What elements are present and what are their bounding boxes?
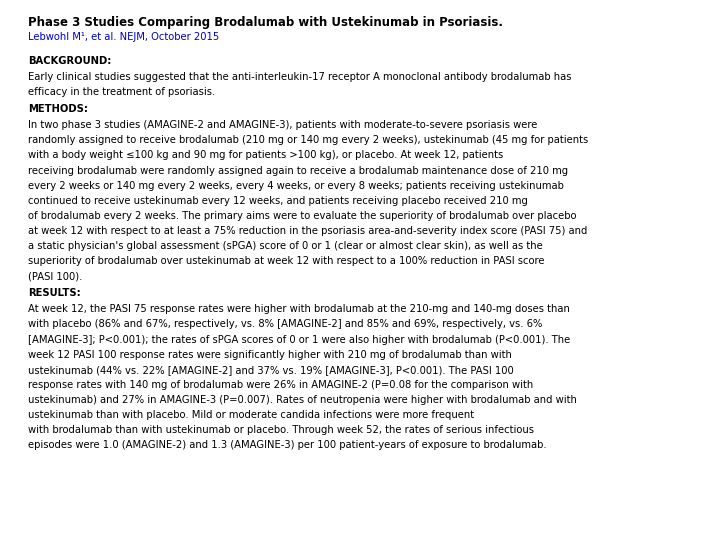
Text: response rates with 140 mg of brodalumab were 26% in AMAGINE-2 (P=0.08 for the c: response rates with 140 mg of brodalumab… bbox=[28, 380, 533, 390]
Text: In two phase 3 studies (AMAGINE-2 and AMAGINE-3), patients with moderate-to-seve: In two phase 3 studies (AMAGINE-2 and AM… bbox=[28, 120, 537, 130]
Text: continued to receive ustekinumab every 12 weeks, and patients receiving placebo : continued to receive ustekinumab every 1… bbox=[28, 196, 528, 206]
Text: receiving brodalumab were randomly assigned again to receive a brodalumab mainte: receiving brodalumab were randomly assig… bbox=[28, 166, 568, 176]
Text: at week 12 with respect to at least a 75% reduction in the psoriasis area-and-se: at week 12 with respect to at least a 75… bbox=[28, 226, 588, 236]
Text: ustekinumab) and 27% in AMAGINE-3 (P=0.007). Rates of neutropenia were higher wi: ustekinumab) and 27% in AMAGINE-3 (P=0.0… bbox=[28, 395, 577, 405]
Text: of brodalumab every 2 weeks. The primary aims were to evaluate the superiority o: of brodalumab every 2 weeks. The primary… bbox=[28, 211, 576, 221]
Text: with placebo (86% and 67%, respectively, vs. 8% [AMAGINE-2] and 85% and 69%, res: with placebo (86% and 67%, respectively,… bbox=[28, 320, 542, 329]
Text: ustekinumab (44% vs. 22% [AMAGINE-2] and 37% vs. 19% [AMAGINE-3], P<0.001). The : ustekinumab (44% vs. 22% [AMAGINE-2] and… bbox=[28, 365, 513, 375]
Text: week 12 PASI 100 response rates were significantly higher with 210 mg of brodalu: week 12 PASI 100 response rates were sig… bbox=[28, 350, 512, 360]
Text: METHODS:: METHODS: bbox=[28, 104, 88, 114]
Text: At week 12, the PASI 75 response rates were higher with brodalumab at the 210-mg: At week 12, the PASI 75 response rates w… bbox=[28, 305, 570, 314]
Text: every 2 weeks or 140 mg every 2 weeks, every 4 weeks, or every 8 weeks; patients: every 2 weeks or 140 mg every 2 weeks, e… bbox=[28, 181, 564, 191]
Text: episodes were 1.0 (AMAGINE-2) and 1.3 (AMAGINE-3) per 100 patient-years of expos: episodes were 1.0 (AMAGINE-2) and 1.3 (A… bbox=[28, 441, 546, 450]
Text: a static physician's global assessment (sPGA) score of 0 or 1 (clear or almost c: a static physician's global assessment (… bbox=[28, 241, 543, 251]
Text: RESULTS:: RESULTS: bbox=[28, 288, 81, 299]
Text: [AMAGINE-3]; P<0.001); the rates of sPGA scores of 0 or 1 were also higher with : [AMAGINE-3]; P<0.001); the rates of sPGA… bbox=[28, 335, 570, 345]
Text: Lebwohl M¹, et al. NEJM, October 2015: Lebwohl M¹, et al. NEJM, October 2015 bbox=[28, 32, 219, 42]
Text: with a body weight ≤100 kg and 90 mg for patients >100 kg), or placebo. At week : with a body weight ≤100 kg and 90 mg for… bbox=[28, 151, 503, 160]
Text: efficacy in the treatment of psoriasis.: efficacy in the treatment of psoriasis. bbox=[28, 87, 215, 97]
Text: superiority of brodalumab over ustekinumab at week 12 with respect to a 100% red: superiority of brodalumab over ustekinum… bbox=[28, 256, 544, 266]
Text: BACKGROUND:: BACKGROUND: bbox=[28, 56, 111, 66]
Text: Phase 3 Studies Comparing Brodalumab with Ustekinumab in Psoriasis.: Phase 3 Studies Comparing Brodalumab wit… bbox=[28, 16, 503, 29]
Text: (PASI 100).: (PASI 100). bbox=[28, 272, 82, 281]
Text: Early clinical studies suggested that the anti-interleukin-17 receptor A monoclo: Early clinical studies suggested that th… bbox=[28, 72, 571, 82]
Text: randomly assigned to receive brodalumab (210 mg or 140 mg every 2 weeks), usteki: randomly assigned to receive brodalumab … bbox=[28, 136, 588, 145]
Text: with brodalumab than with ustekinumab or placebo. Through week 52, the rates of : with brodalumab than with ustekinumab or… bbox=[28, 426, 534, 435]
Text: ustekinumab than with placebo. Mild or moderate candida infections were more fre: ustekinumab than with placebo. Mild or m… bbox=[28, 410, 474, 420]
